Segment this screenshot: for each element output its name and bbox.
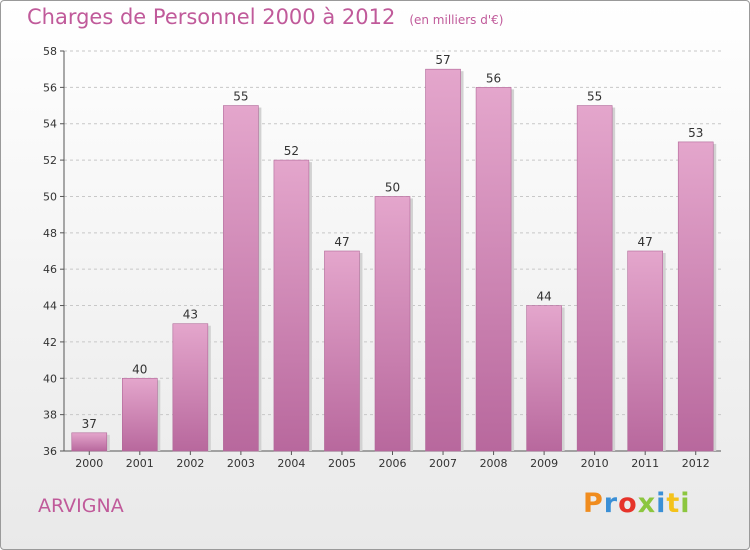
bar (677, 141, 714, 452)
bar (475, 87, 512, 452)
bar (71, 432, 108, 452)
x-tick-label: 2008 (480, 457, 508, 470)
logo-letter: i (680, 488, 691, 519)
x-tick-label: 2001 (126, 457, 154, 470)
logo-letter: i (656, 488, 667, 519)
y-tick-label: 58 (43, 45, 57, 58)
bar-value-label: 53 (688, 126, 703, 140)
logo-letter: x (637, 488, 657, 519)
y-tick-label: 52 (43, 154, 57, 167)
logo-letter: r (603, 488, 619, 519)
y-tick-label: 36 (43, 445, 57, 458)
bar (324, 250, 360, 452)
bar-value-label: 47 (638, 235, 653, 249)
y-tick-label: 54 (43, 118, 57, 131)
proxiti-logo: Proxiti (583, 488, 691, 519)
bar (374, 196, 411, 452)
bar (122, 377, 158, 452)
bar (273, 159, 310, 452)
logo-letter: t (666, 488, 681, 519)
logo-letter: o (618, 488, 638, 519)
bar (627, 250, 663, 452)
bars (71, 68, 717, 452)
bar (576, 105, 613, 452)
y-tick-label: 56 (43, 81, 57, 94)
x-tick-label: 2011 (631, 457, 659, 470)
x-tick-label: 2007 (429, 457, 457, 470)
x-tick-label: 2010 (581, 457, 609, 470)
commune-name: ARVIGNA (38, 495, 124, 517)
x-tick-label: 2012 (682, 457, 710, 470)
x-tick-label: 2003 (227, 457, 255, 470)
bar-value-label: 37 (82, 417, 97, 431)
bar-value-label: 50 (385, 180, 400, 194)
x-tick-label: 2002 (176, 457, 204, 470)
bar (425, 68, 461, 452)
x-tick-label: 2006 (379, 457, 407, 470)
bar-value-label: 43 (183, 308, 198, 322)
y-tick-label: 44 (43, 300, 57, 313)
y-tick-label: 50 (43, 190, 57, 203)
bar (526, 305, 562, 452)
x-tick-label: 2004 (277, 457, 305, 470)
y-tick-label: 48 (43, 227, 57, 240)
labels: 36 38 40 42 44 46 48 50 52 54 56 58 2000 37 2001 40 2002… (43, 45, 710, 470)
title-row: Charges de Personnel 2000 à 2012 (en mill… (27, 5, 503, 29)
x-tick-label: 2005 (328, 457, 356, 470)
bar-value-label: 55 (233, 90, 248, 104)
bar-value-label: 40 (132, 362, 147, 376)
bar-value-label: 44 (536, 290, 551, 304)
x-tick-label: 2009 (530, 457, 558, 470)
x-tick-label: 2000 (75, 457, 103, 470)
chart-subtitle: (en milliers d'€) (409, 13, 504, 27)
bar (223, 105, 259, 452)
y-tick-label: 42 (43, 336, 57, 349)
bar-value-label: 57 (435, 53, 450, 67)
y-tick-label: 38 (43, 409, 57, 422)
bar-value-label: 52 (284, 144, 299, 158)
y-tick-label: 46 (43, 263, 57, 276)
bar-value-label: 55 (587, 90, 602, 104)
bar-value-label: 56 (486, 71, 501, 85)
logo-letter: P (583, 488, 604, 519)
bar-value-label: 47 (334, 235, 349, 249)
bar (172, 323, 209, 452)
chart-title: Charges de Personnel 2000 à 2012 (27, 5, 396, 29)
y-tick-label: 40 (43, 372, 57, 385)
